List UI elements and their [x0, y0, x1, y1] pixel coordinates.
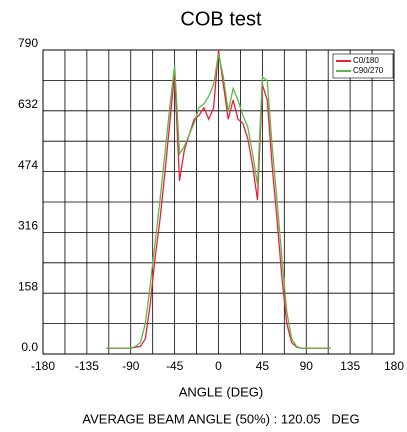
x-tick-label: -180 — [31, 359, 55, 373]
annotation: AVERAGE BEAM ANGLE (50%) : 120.05 DEG — [82, 411, 359, 426]
x-tick-label: 45 — [256, 359, 270, 373]
legend-label: C90/270 — [353, 66, 384, 75]
legend-box — [332, 53, 394, 79]
y-tick-label: 0.0 — [21, 340, 38, 354]
x-axis-label: ANGLE (DEG) — [179, 384, 264, 399]
series-line — [106, 53, 331, 349]
chart-title: COB test — [180, 8, 262, 30]
x-tick-label: 0 — [215, 359, 222, 373]
y-tick-label: 474 — [18, 158, 38, 172]
y-tick-label: 632 — [18, 97, 38, 111]
x-tick-label: -90 — [122, 359, 140, 373]
x-tick-label: -135 — [75, 359, 99, 373]
legend-label: C0/180 — [353, 56, 379, 65]
y-tick-label: 790 — [18, 36, 38, 50]
y-tick-label: 158 — [18, 279, 38, 293]
x-tick-label: 90 — [300, 359, 314, 373]
x-tick-label: -45 — [166, 359, 184, 373]
y-tick-label: 316 — [18, 219, 38, 233]
x-tick-label: 180 — [384, 359, 404, 373]
series-line — [106, 49, 331, 349]
x-tick-label: 135 — [340, 359, 360, 373]
